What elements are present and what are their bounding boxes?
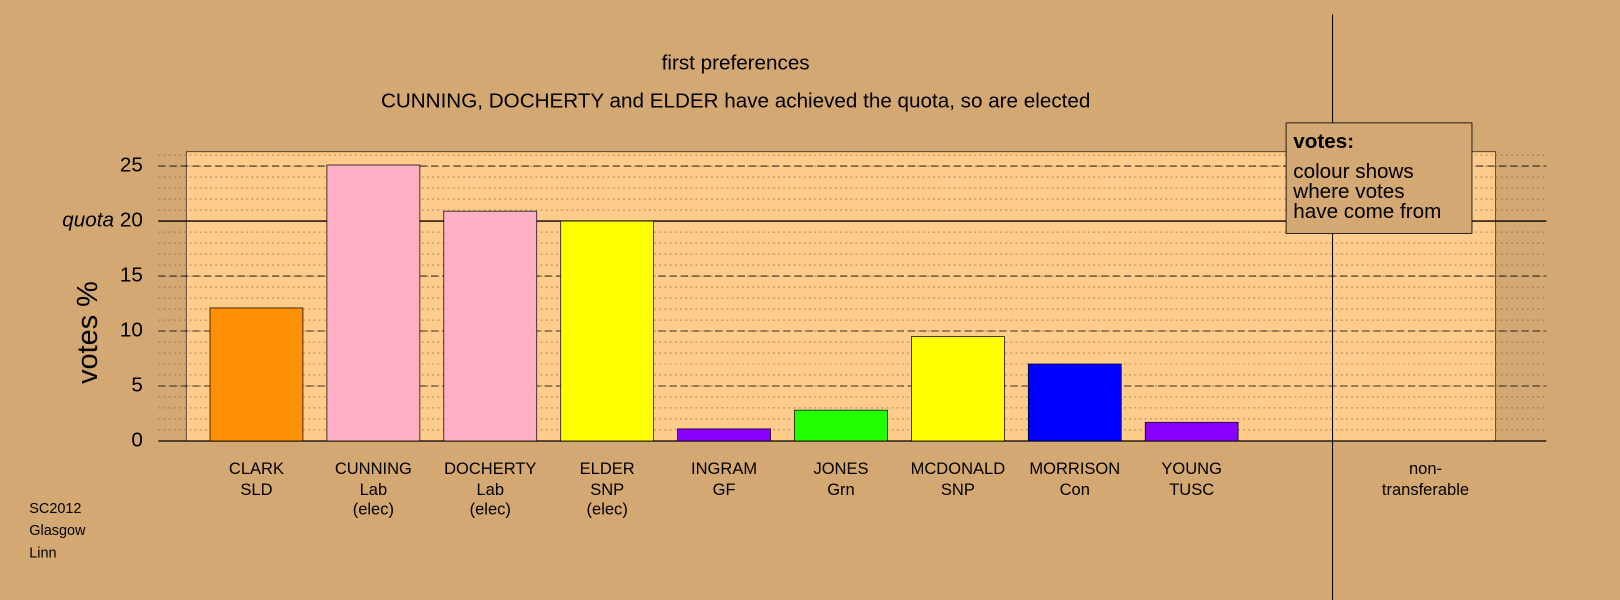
chart-subtitle: CUNNING, DOCHERTY and ELDER have achieve… [381,90,1090,113]
legend-text: colour shows [1293,160,1413,183]
legend-text: where votes [1292,180,1404,203]
legend-title: votes: [1293,130,1354,153]
footnote: SC2012 [29,501,81,517]
party-label: Lab [360,480,388,499]
y-tick-label: 25 [120,154,143,177]
y-tick-label: 0 [131,428,142,451]
bar [677,428,771,442]
status-label: (elec) [353,500,394,519]
bar [560,220,655,442]
bar [326,164,421,442]
x-tick-label: MORRISON [1029,459,1120,478]
status-label: (elec) [587,500,628,519]
bar [1144,421,1239,442]
chart-title: first preferences [662,51,810,74]
x-tick-label: YOUNG [1161,459,1222,478]
footnote: Linn [29,545,56,561]
x-tick-label: ELDER [580,459,635,478]
bar [209,307,304,442]
bar [1027,363,1122,442]
bar [443,210,538,442]
quota-label: quota [62,209,114,232]
party-label: Con [1060,480,1090,499]
y-tick-label: 20 [120,209,143,232]
x-tick-label: INGRAM [691,459,757,478]
bars: CLARKSLDCUNNINGLab(elec)DOCHERTYLab(elec… [209,164,1469,519]
x-tick-label: CUNNING [335,459,412,478]
y-tick-label: 5 [131,373,142,396]
party-label: Grn [827,480,855,499]
y-tick-label: 10 [120,318,143,341]
party-label: Lab [476,480,504,499]
x-tick-label: CLARK [229,459,284,478]
party-label: TUSC [1169,480,1214,499]
x-tick-label: MCDONALD [911,459,1006,478]
bar [911,336,1005,442]
bar [794,409,888,442]
party-label: GF [713,480,736,499]
y-tick-label: 15 [120,263,143,286]
x-tick-label: JONES [813,459,868,478]
footnote: Glasgow [29,523,86,539]
x-tick-label: non- [1409,459,1442,478]
y-axis-label: votes % [72,281,104,384]
party-label: SLD [240,480,272,499]
x-tick-label: DOCHERTY [444,459,536,478]
party-label: SNP [590,480,624,499]
party-label: SNP [941,480,975,499]
legend-box [1285,122,1473,234]
party-label: transferable [1382,480,1469,499]
legend-text: have come from [1293,200,1441,223]
status-label: (elec) [470,500,511,519]
